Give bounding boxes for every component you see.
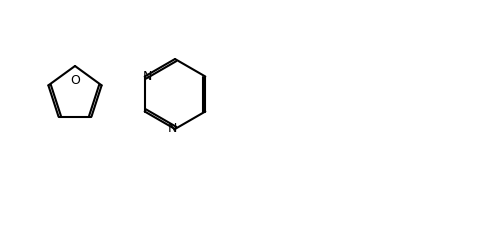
Text: N: N bbox=[167, 123, 177, 135]
Text: N: N bbox=[143, 70, 152, 83]
Text: O: O bbox=[70, 73, 80, 87]
